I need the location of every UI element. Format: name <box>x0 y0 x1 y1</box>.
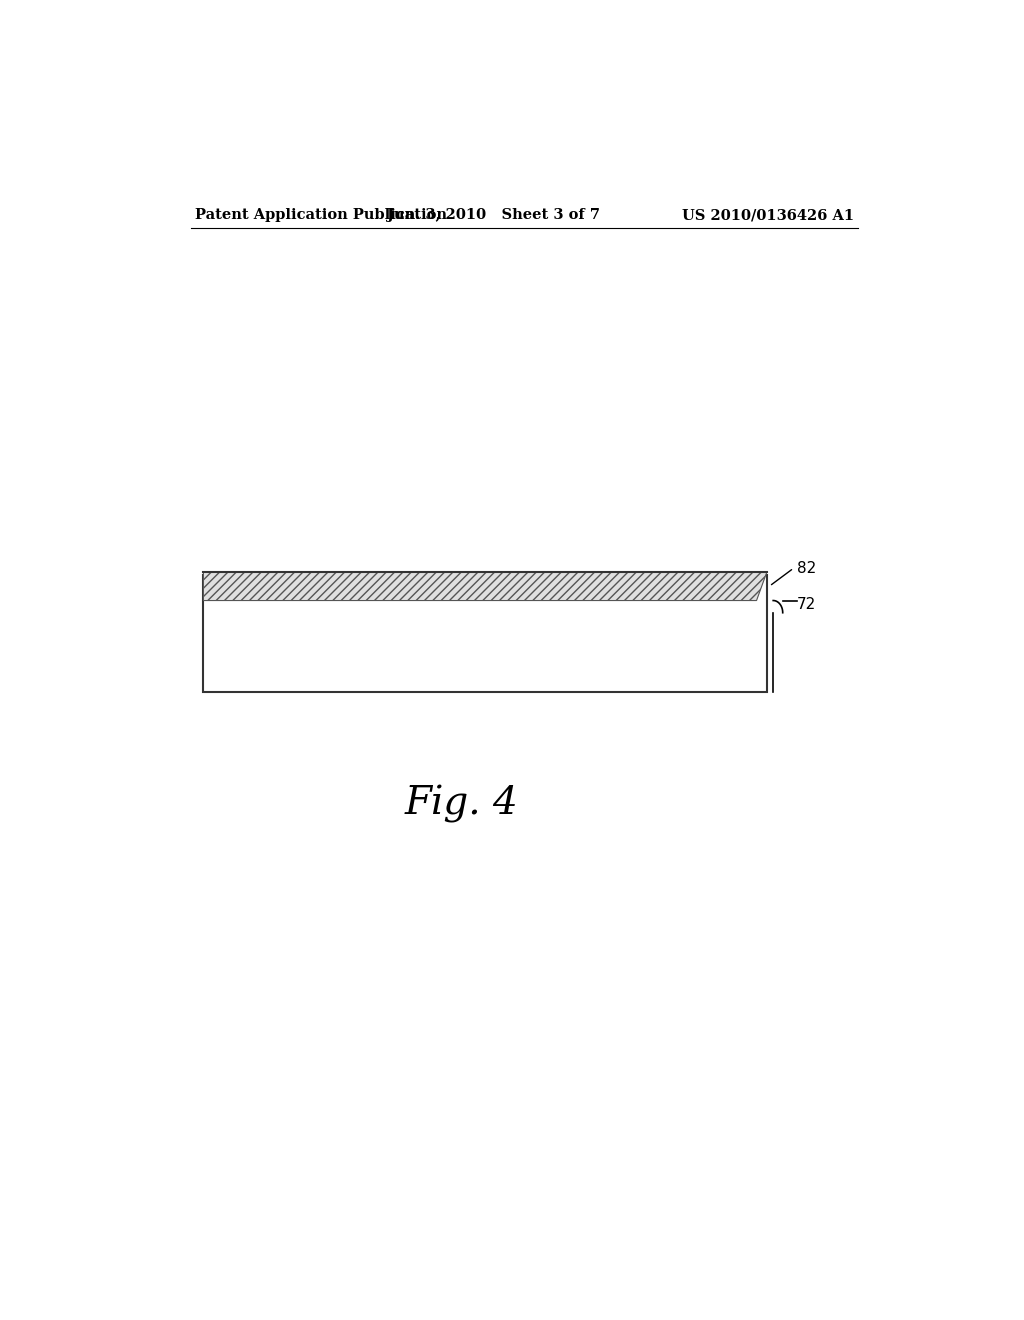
Polygon shape <box>204 572 767 601</box>
Text: Patent Application Publication: Patent Application Publication <box>196 209 447 222</box>
Text: Fig. 4: Fig. 4 <box>404 785 518 822</box>
Text: Jun. 3, 2010   Sheet 3 of 7: Jun. 3, 2010 Sheet 3 of 7 <box>386 209 600 222</box>
Bar <box>204 576 767 692</box>
Text: 82: 82 <box>797 561 816 576</box>
Text: US 2010/0136426 A1: US 2010/0136426 A1 <box>682 209 854 222</box>
Text: 72: 72 <box>797 597 816 612</box>
